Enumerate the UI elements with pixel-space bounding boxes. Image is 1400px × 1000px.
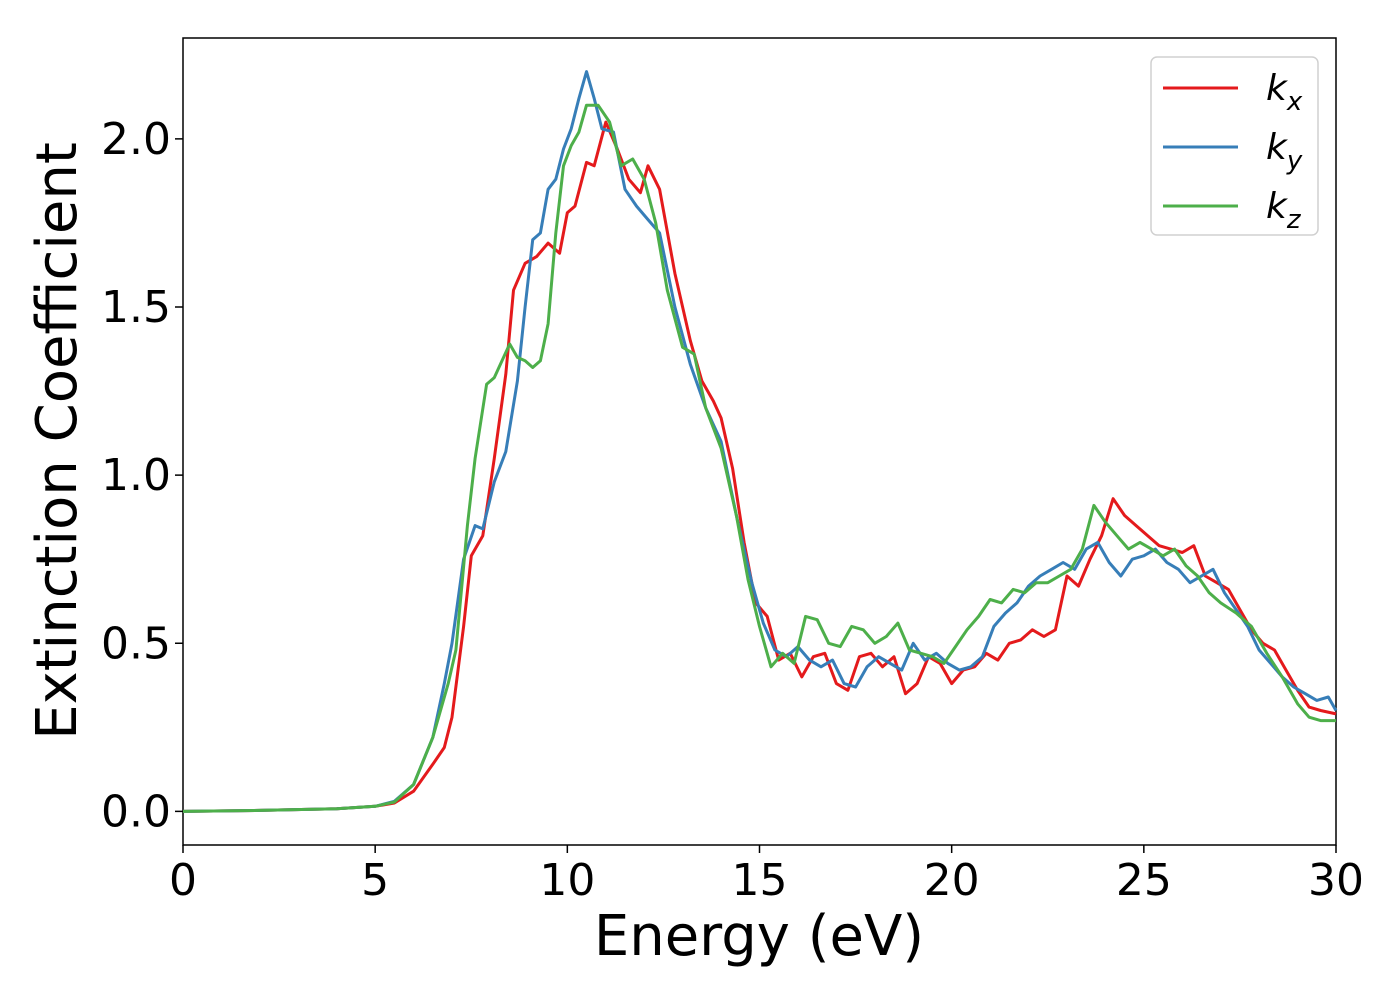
x-tick-label: 10 — [539, 855, 595, 906]
x-axis-ticks: 0 5 10 15 20 25 30 — [169, 845, 1364, 906]
series-line-kz — [182, 103, 1336, 813]
x-axis-label: Energy (eV) — [594, 904, 924, 969]
x-tick-label: 15 — [732, 855, 788, 906]
x-tick-label: 30 — [1308, 855, 1364, 906]
series-line-kx — [182, 120, 1337, 813]
x-tick-label: 20 — [924, 855, 980, 906]
legend-label-kx: kx — [1266, 68, 1303, 117]
series-layer — [182, 70, 1338, 813]
y-axis-ticks: 0.0 0.5 1.0 1.5 2.0 — [101, 114, 183, 837]
y-tick-label: 1.5 — [101, 282, 171, 333]
y-tick-label: 1.0 — [101, 450, 171, 501]
y-tick-label: 2.0 — [101, 114, 171, 165]
series-line-ky — [182, 70, 1338, 813]
plot-area — [182, 37, 1337, 846]
x-tick-label: 5 — [361, 855, 389, 906]
x-tick-label: 0 — [169, 855, 197, 906]
legend-label-kz: kz — [1266, 186, 1302, 235]
legend-label-ky: ky — [1266, 127, 1303, 176]
y-tick-label: 0.5 — [101, 618, 171, 669]
y-axis-label: Extinction Coefficient — [25, 142, 90, 740]
x-tick-label: 25 — [1116, 855, 1172, 906]
legend: kx ky kz — [1150, 56, 1319, 236]
y-tick-label: 0.0 — [101, 786, 171, 837]
